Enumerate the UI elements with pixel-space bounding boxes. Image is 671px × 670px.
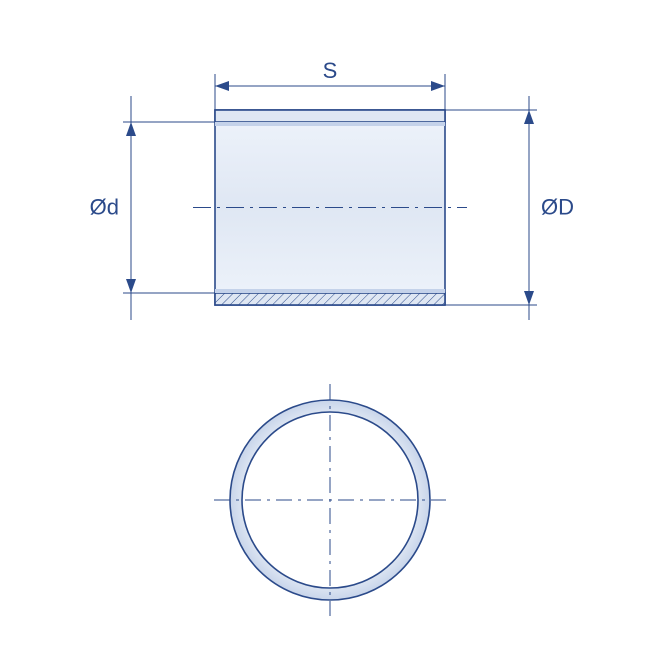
top-view xyxy=(214,384,446,616)
dim-arrow xyxy=(126,279,136,293)
inner-shade-bot xyxy=(215,289,445,293)
label-d: Ød xyxy=(90,195,119,220)
dim-arrow xyxy=(524,110,534,124)
dim-arrow xyxy=(215,81,229,91)
side-top-wall xyxy=(215,110,445,122)
side-bottom-wall xyxy=(215,293,445,305)
label-s: S xyxy=(323,58,338,83)
side-view xyxy=(193,110,467,305)
dim-arrow xyxy=(431,81,445,91)
label-D: ØD xyxy=(541,195,574,220)
dim-arrow xyxy=(524,291,534,305)
inner-shade-top xyxy=(215,122,445,126)
dimension-s: S xyxy=(215,58,445,110)
dim-arrow xyxy=(126,122,136,136)
